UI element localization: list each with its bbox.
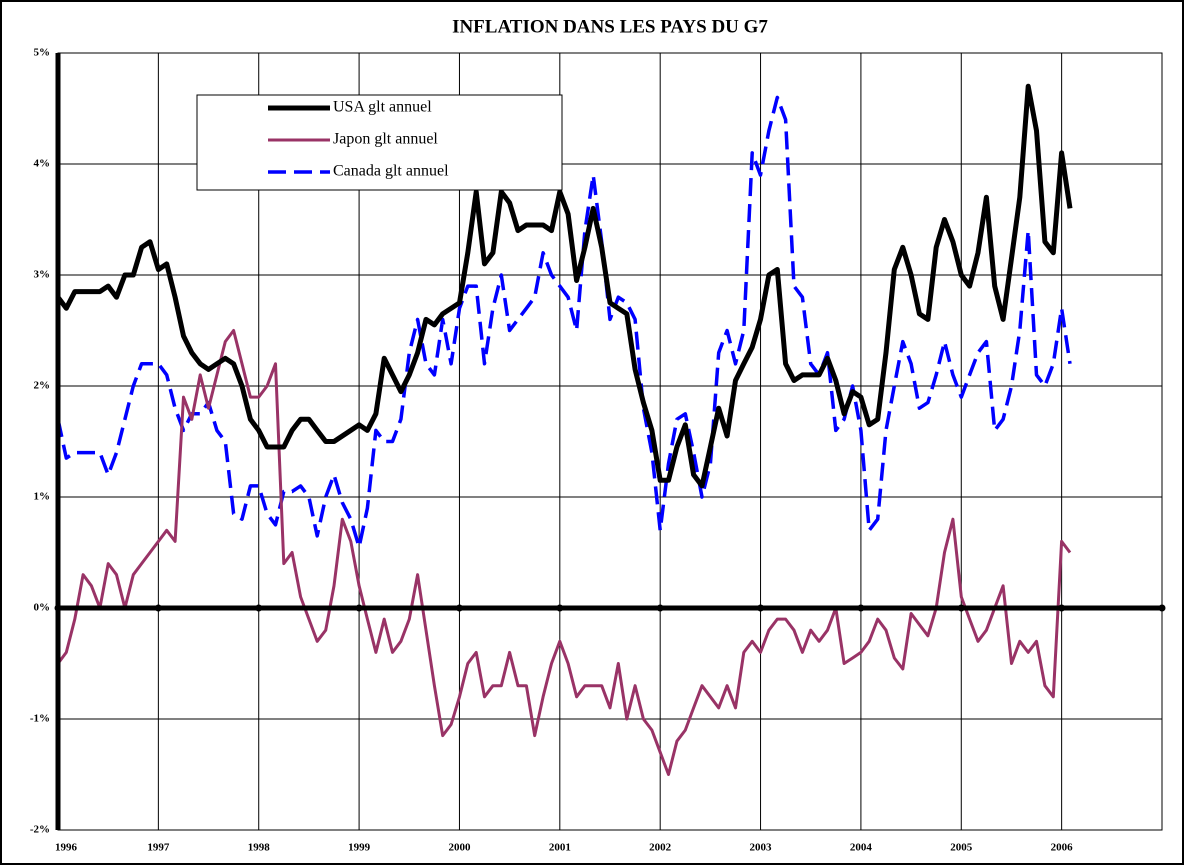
x-tick-label: 2001 (549, 842, 571, 854)
x-tick-label: 2003 (750, 842, 773, 854)
y-tick-label: 0% (34, 602, 51, 614)
series-line (56, 95, 1072, 549)
y-tick-label: -2% (30, 824, 50, 836)
y-tick-label: 4% (34, 158, 51, 170)
y-tick-label: 3% (34, 269, 51, 281)
legend-label: Canada glt annuel (333, 163, 449, 180)
plot (55, 83, 1073, 776)
legend: USA glt annuel Japon glt annuel Canada glt… (196, 94, 563, 191)
chart-title: INFLATION DANS LES PAYS DU G7 (452, 16, 768, 37)
y-tick-label: 2% (34, 380, 51, 392)
series-line (55, 83, 1073, 489)
x-tick-label: 2005 (950, 842, 973, 854)
x-tick-label: 1998 (248, 842, 271, 854)
y-tick-label: -1% (30, 713, 50, 725)
legend-label: Japon glt annuel (333, 131, 438, 148)
x-tick-label: 2004 (850, 842, 873, 854)
y-tick-label: 1% (34, 491, 51, 503)
axes: -2% -1% 0% 1% 2% 3% 4% 5% 1996 1997 1998 1999 2000 20… (30, 47, 1166, 854)
x-tick-label: 1996 (55, 842, 78, 854)
series-line (56, 329, 1072, 776)
legend-label: USA glt annuel (333, 99, 432, 116)
x-tick-label: 1999 (348, 842, 371, 854)
legend-box (196, 94, 563, 191)
y-tick-label: 5% (34, 47, 51, 59)
x-tick-label: 2000 (448, 842, 471, 854)
x-tick-label: 1997 (147, 842, 170, 854)
x-tick-label: 2002 (649, 842, 672, 854)
x-tick-label: 2006 (1051, 842, 1074, 854)
